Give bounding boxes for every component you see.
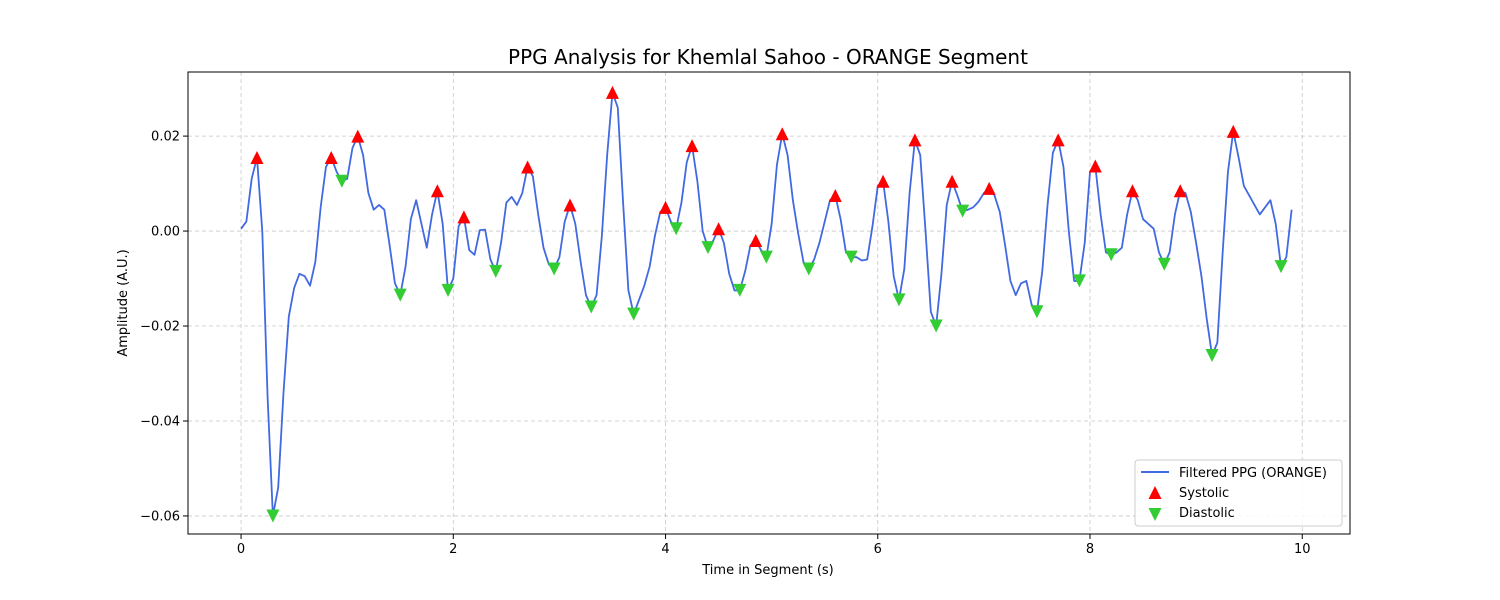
diastolic-marker [1274,260,1288,274]
systolic-marker [563,198,577,212]
y-tick-label: 0.02 [151,130,180,145]
x-tick-label: 0 [237,542,245,557]
y-tick-label: −0.06 [140,509,180,524]
grid [188,72,1350,534]
y-axis-label: Amplitude (A.U.) [116,249,131,356]
chart-title: PPG Analysis for Khemlal Sahoo - ORANGE … [508,45,1028,69]
systolic-marker [324,150,338,164]
systolic-marker [250,150,264,164]
systolic-marker [876,174,890,188]
diastolic-marker [266,509,280,523]
axis-ticks: 0 2 4 6 8 10 −0.06 −0.04 −0.02 0.00 0.02 [140,130,1310,557]
systolic-marker [1226,124,1240,138]
legend-label-diastolic: Diastolic [1179,506,1235,521]
systolic-marker [1088,159,1102,173]
systolic-marker [982,181,996,195]
diastolic-marker [1157,257,1171,271]
systolic-marker [521,160,535,174]
diastolic-marker [584,300,598,314]
legend-systolic-marker [1148,486,1162,499]
diastolic-marker [844,250,858,264]
systolic-marker [1173,184,1187,198]
x-tick-label: 2 [449,542,457,557]
diastolic-marker [759,250,773,264]
diastolic-marker [441,283,455,297]
diastolic-marker [1072,274,1086,288]
diastolic-marker [892,293,906,307]
diastolic-markers [266,174,1288,523]
legend: Filtered PPG (ORANGE) Systolic Diastolic [1134,459,1343,527]
y-tick-label: −0.04 [140,414,180,429]
systolic-markers [250,85,1240,248]
systolic-marker [945,174,959,188]
diastolic-marker [733,283,747,297]
diastolic-marker [669,222,683,236]
diastolic-marker [1104,248,1118,262]
systolic-marker [605,85,619,99]
systolic-marker [775,127,789,141]
x-tick-label: 10 [1294,542,1311,557]
series-layer [240,85,1293,523]
legend-frame [1134,459,1343,527]
diastolic-marker [1030,305,1044,319]
diastolic-marker [547,262,561,276]
systolic-marker [685,139,699,153]
diastolic-marker [1205,348,1219,362]
systolic-marker [351,129,365,143]
x-tick-label: 6 [874,542,882,557]
systolic-marker [749,234,763,248]
legend-diastolic-marker [1148,508,1162,521]
y-tick-label: −0.02 [140,320,180,335]
systolic-marker [457,210,471,224]
diastolic-marker [335,174,349,188]
diastolic-marker [627,307,641,321]
x-tick-label: 8 [1086,542,1094,557]
diastolic-marker [393,288,407,302]
systolic-marker [908,133,922,147]
systolic-marker [1051,133,1065,147]
diastolic-marker [489,264,503,278]
systolic-marker [1125,184,1139,198]
plot-frame [187,71,1351,535]
diastolic-marker [929,319,943,333]
systolic-marker [712,222,726,236]
systolic-marker [828,188,842,202]
y-tick-label: 0.00 [151,225,180,240]
diastolic-marker [956,204,970,218]
legend-label-systolic: Systolic [1179,486,1229,501]
diastolic-marker [701,241,715,255]
legend-label-filtered-ppg: Filtered PPG (ORANGE) [1179,466,1327,481]
systolic-marker [659,200,673,214]
systolic-marker [430,184,444,198]
x-axis-label: Time in Segment (s) [701,563,833,578]
x-tick-label: 4 [661,542,669,557]
diastolic-marker [802,262,816,276]
